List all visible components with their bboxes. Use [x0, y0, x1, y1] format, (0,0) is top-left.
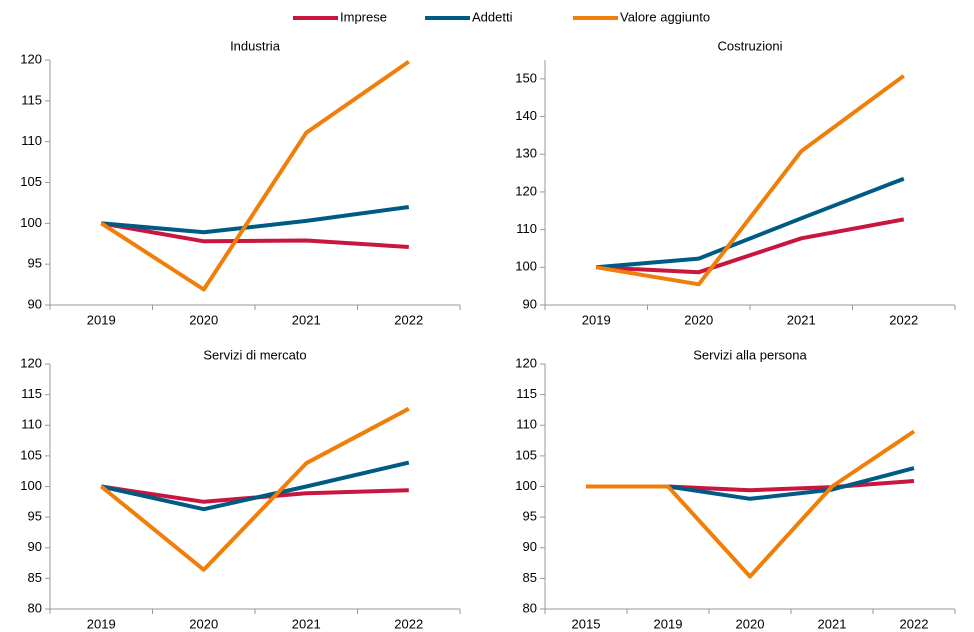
- x-tick-label: 2019: [87, 616, 116, 631]
- x-tick-label: 2019: [654, 616, 683, 631]
- y-tick-label: 110: [21, 133, 42, 148]
- chart-title: Servizi alla persona: [693, 347, 807, 362]
- y-tick-label: 120: [515, 183, 537, 198]
- series-line: Imprese: [596, 217, 905, 275]
- y-tick-label: 95: [28, 509, 42, 524]
- x-tick-label: 2019: [87, 312, 116, 327]
- legend-label: Valore aggiunto: [620, 9, 710, 24]
- y-tick-label: 90: [28, 296, 42, 311]
- y-tick-label: 105: [515, 447, 537, 462]
- series-line: Addetti: [100, 460, 410, 512]
- y-tick-label: 110: [516, 221, 537, 236]
- y-tick-label: 140: [515, 108, 537, 123]
- y-tick-label: 105: [20, 447, 42, 462]
- y-tick-label: 100: [20, 215, 42, 230]
- y-tick-label: 120: [20, 51, 42, 66]
- series-line: Addetti: [596, 176, 905, 270]
- x-tick-label: 2021: [292, 616, 321, 631]
- y-tick-label: 95: [28, 256, 42, 271]
- series-line: Valore aggiunto: [586, 429, 916, 579]
- chart-title: Costruzioni: [717, 38, 782, 53]
- x-tick-label: 2022: [394, 616, 423, 631]
- y-tick-label: 115: [516, 386, 537, 401]
- y-tick-label: 95: [523, 509, 537, 524]
- y-tick-label: 90: [28, 539, 42, 554]
- series-line: Valore aggiunto: [595, 74, 905, 287]
- y-tick-label: 90: [523, 296, 537, 311]
- y-tick-label: 85: [28, 570, 42, 585]
- x-tick-label: 2020: [736, 616, 765, 631]
- y-tick-label: 100: [20, 478, 42, 493]
- x-tick-label: 2021: [818, 616, 847, 631]
- series-line: Valore aggiunto: [100, 406, 410, 572]
- x-tick-label: 2022: [394, 312, 423, 327]
- y-tick-label: 110: [21, 417, 42, 432]
- chart-title: Servizi di mercato: [203, 347, 306, 362]
- x-tick-label: 2020: [189, 312, 218, 327]
- y-tick-label: 80: [523, 600, 537, 615]
- y-tick-label: 100: [515, 259, 537, 274]
- y-tick-label: 80: [28, 600, 42, 615]
- chart-title: Industria: [230, 38, 281, 53]
- legend-label: Imprese: [340, 9, 387, 24]
- x-tick-label: 2015: [572, 616, 601, 631]
- x-tick-label: 2020: [189, 616, 218, 631]
- y-tick-label: 110: [516, 417, 537, 432]
- legend-label: Addetti: [472, 9, 513, 24]
- y-tick-label: 85: [523, 570, 537, 585]
- x-tick-label: 2019: [582, 312, 611, 327]
- x-tick-label: 2022: [889, 312, 918, 327]
- x-tick-label: 2020: [684, 312, 713, 327]
- y-tick-label: 120: [20, 355, 42, 370]
- y-tick-label: 150: [515, 70, 537, 85]
- y-tick-label: 130: [515, 146, 537, 161]
- y-tick-label: 115: [21, 386, 42, 401]
- series-line: Valore aggiunto: [100, 59, 410, 292]
- x-tick-label: 2022: [900, 616, 929, 631]
- y-tick-label: 90: [523, 539, 537, 554]
- x-tick-label: 2021: [292, 312, 321, 327]
- y-tick-label: 100: [515, 478, 537, 493]
- y-tick-label: 105: [20, 174, 42, 189]
- series-line: Imprese: [100, 221, 409, 249]
- y-tick-label: 115: [21, 92, 42, 107]
- series-line: Addetti: [101, 205, 410, 235]
- y-tick-label: 120: [515, 355, 537, 370]
- x-tick-label: 2021: [787, 312, 816, 327]
